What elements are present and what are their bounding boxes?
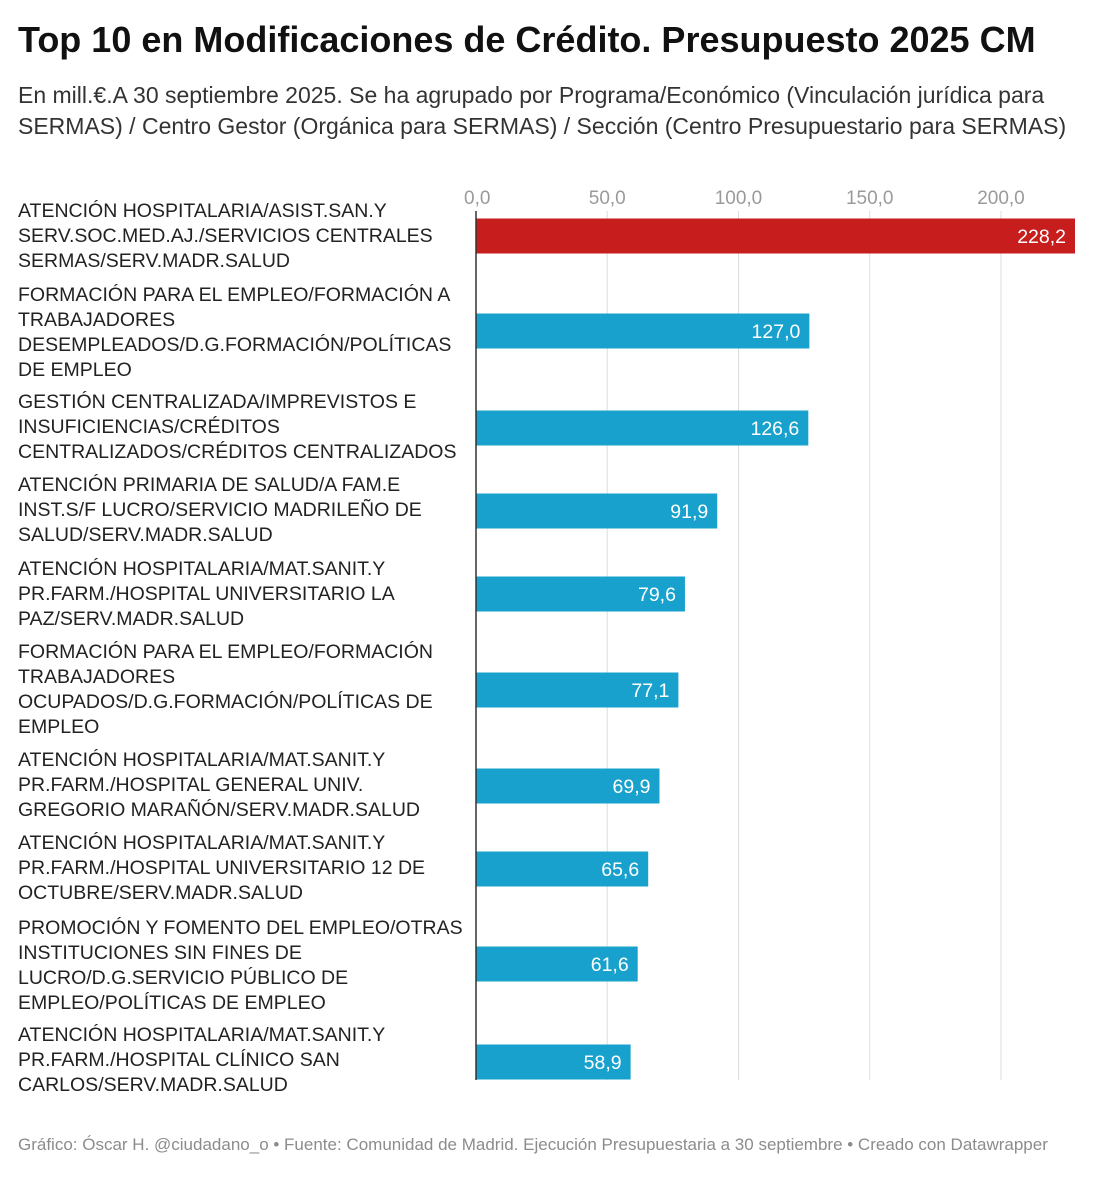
bar xyxy=(476,672,679,708)
chart-footer: Gráfico: Óscar H. @ciudadano_o • Fuente:… xyxy=(18,1135,1048,1154)
category-label: ATENCIÓN HOSPITALARIA/MAT.SANIT.Y PR.FAR… xyxy=(18,1024,385,1096)
gridlines xyxy=(606,211,1002,1080)
bar xyxy=(476,576,685,612)
x-tick-label: 200,0 xyxy=(977,188,1025,209)
category-label: GESTIÓN CENTRALIZADA/IMPREVISTOS E INSUF… xyxy=(18,391,457,463)
bar-value-label: 79,6 xyxy=(638,584,676,606)
x-tick-label: 100,0 xyxy=(715,188,763,209)
x-axis-ticks: 0,0 50,0 100,0 150,0 200,0 xyxy=(464,188,1025,209)
x-tick-label: 0,0 xyxy=(464,188,490,209)
bar xyxy=(476,493,718,529)
category-label: ATENCIÓN HOSPITALARIA/MAT.SANIT.Y PR.FAR… xyxy=(18,832,426,904)
category-label: ATENCIÓN HOSPITALARIA/MAT.SANIT.Y PR.FAR… xyxy=(18,558,394,630)
chart-title: Top 10 en Modificaciones de Crédito. Pre… xyxy=(18,19,1036,60)
category-label: ATENCIÓN HOSPITALARIA/MAT.SANIT.Y PR.FAR… xyxy=(18,749,420,821)
bar xyxy=(476,768,660,804)
x-tick-label: 150,0 xyxy=(846,188,894,209)
bar-value-label: 228,2 xyxy=(1017,226,1066,248)
bar-value-label: 61,6 xyxy=(591,954,629,976)
bar-value-label: 69,9 xyxy=(613,776,651,798)
chart-subtitle: En mill.€.A 30 septiembre 2025. Se ha ag… xyxy=(18,82,1067,139)
category-label: ATENCIÓN PRIMARIA DE SALUD/A FAM.E INST.… xyxy=(18,474,422,546)
category-label: FORMACIÓN PARA EL EMPLEO/FORMACIÓN A TRA… xyxy=(18,284,452,381)
bar-value-label: 77,1 xyxy=(631,680,669,702)
category-label: ATENCIÓN HOSPITALARIA/ASIST.SAN.Y SERV.S… xyxy=(18,200,433,272)
bar xyxy=(476,218,1075,254)
bar-value-label: 58,9 xyxy=(584,1052,622,1074)
category-label: PROMOCIÓN Y FOMENTO DEL EMPLEO/OTRAS INS… xyxy=(18,917,463,1014)
x-tick-label: 50,0 xyxy=(589,188,626,209)
bar xyxy=(476,410,809,446)
bar-value-label: 65,6 xyxy=(601,859,639,881)
bar-value-label: 126,6 xyxy=(750,418,799,440)
bar-value-label: 127,0 xyxy=(752,321,801,343)
category-label: FORMACIÓN PARA EL EMPLEO/FORMACIÓN TRABA… xyxy=(18,641,433,738)
bar xyxy=(476,313,810,349)
bar-value-label: 91,9 xyxy=(670,501,708,523)
bars: 228,2 127,0 126,6 91,9 79,6 77,1 69,9 65,6 61,6 5… xyxy=(476,218,1075,1080)
bar xyxy=(476,946,638,982)
bar xyxy=(476,851,649,887)
bar xyxy=(476,1044,631,1080)
